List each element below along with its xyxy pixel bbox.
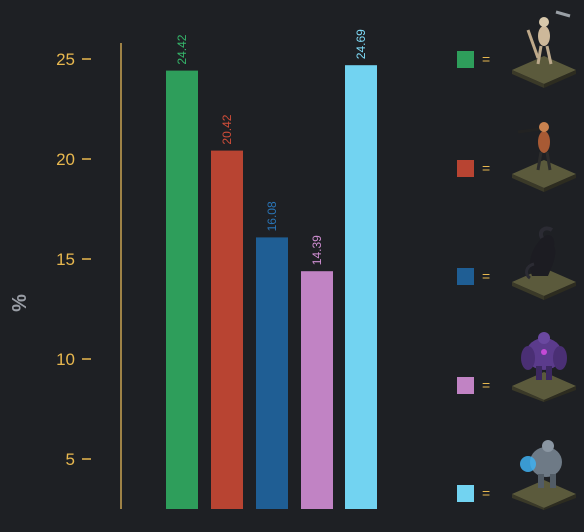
y-tick-label: 25	[56, 50, 75, 69]
legend-equals: =	[482, 377, 491, 393]
legend-swatch	[457, 160, 474, 177]
y-tick-label: 20	[56, 150, 75, 169]
bar	[345, 65, 377, 509]
bar-value-label: 20.42	[220, 114, 234, 144]
y-tick-label: 15	[56, 250, 75, 269]
legend-item: =	[456, 226, 584, 316]
bar	[256, 237, 288, 509]
shadow-beast-figure	[512, 226, 576, 300]
legend-item: =	[456, 122, 584, 208]
legend-item: =	[456, 10, 584, 100]
legend-swatch	[457, 268, 474, 285]
legend-swatch	[457, 377, 474, 394]
legend-item: =	[456, 440, 584, 532]
legend-swatch	[457, 485, 474, 502]
y-axis-label: %	[9, 294, 31, 312]
bar	[166, 70, 198, 509]
bar-value-label: 24.42	[175, 34, 189, 64]
bar	[211, 150, 243, 509]
frost-golem-figure	[512, 440, 576, 510]
legend-equals: =	[482, 485, 491, 501]
bar-value-label: 24.69	[354, 29, 368, 59]
archer-figure	[512, 122, 576, 192]
legend-swatch	[457, 51, 474, 68]
legend-equals: =	[482, 160, 491, 176]
y-tick-label: 10	[56, 350, 75, 369]
bar-chart: % 5 10 15 20 25 24.42 20.42 16.08 14.39 24.69	[9, 29, 377, 509]
y-tick-label: 5	[66, 450, 75, 469]
bar-value-label: 14.39	[310, 235, 324, 265]
legend-equals: =	[482, 268, 491, 284]
legend-equals: =	[482, 51, 491, 67]
y-ticks: 5 10 15 20 25	[56, 50, 91, 469]
data-labels: 24.42 20.42 16.08 14.39 24.69	[175, 29, 368, 265]
bar	[301, 271, 333, 509]
skeleton-warrior-figure	[512, 10, 576, 88]
purple-brute-figure	[512, 332, 576, 402]
legend: = = =	[456, 0, 584, 510]
bar-value-label: 16.08	[265, 201, 279, 231]
legend-item: =	[456, 332, 584, 424]
bars	[166, 65, 377, 509]
